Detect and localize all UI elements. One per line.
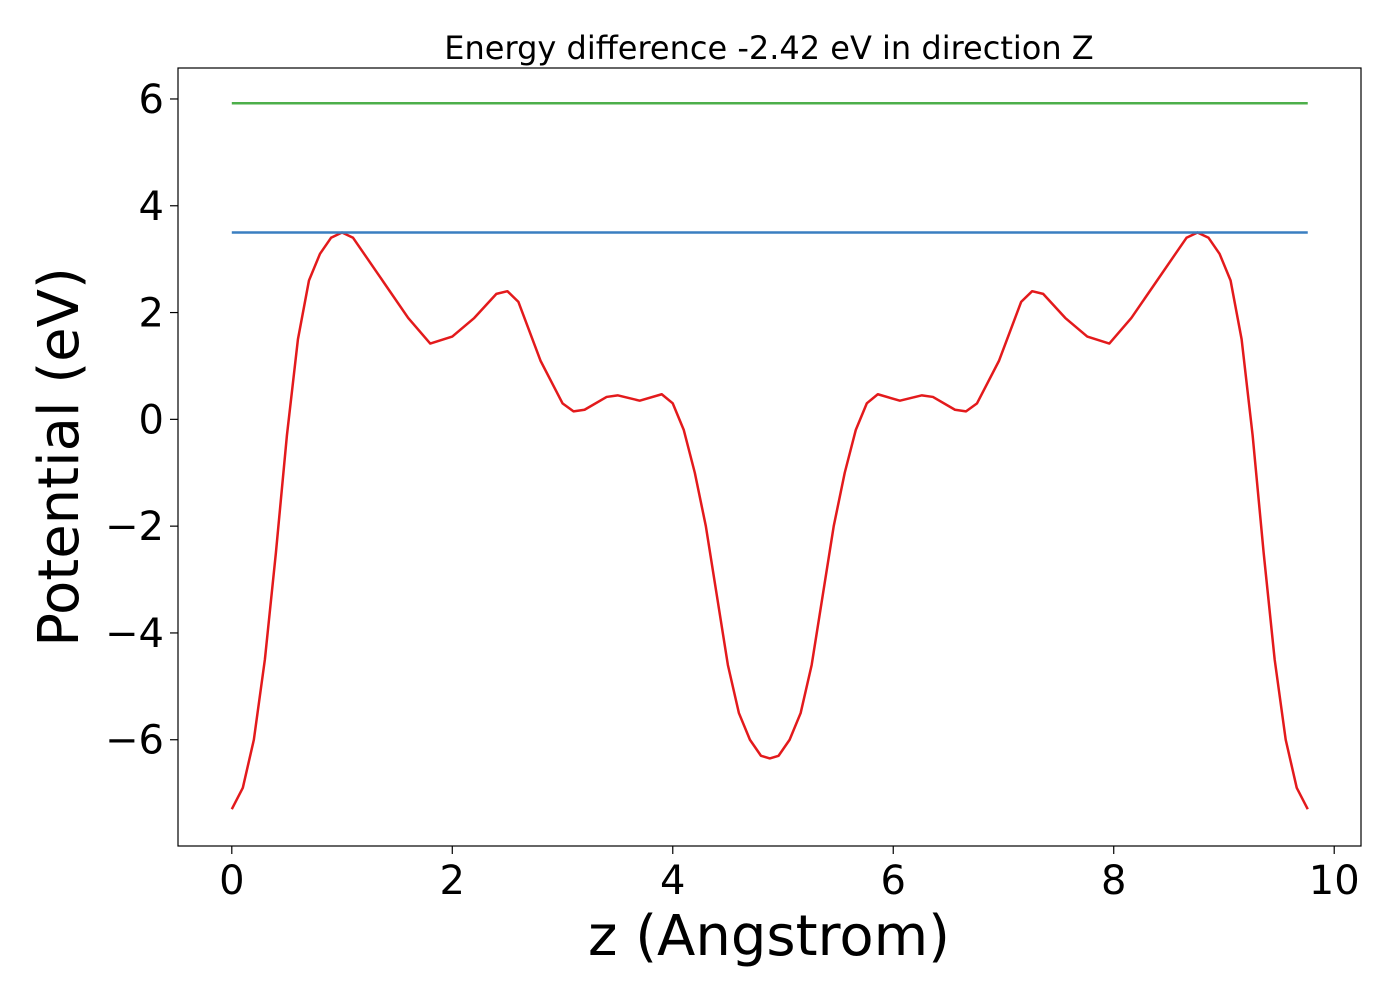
line-series: [230, 231, 1309, 810]
y-tick-label: 0: [139, 397, 164, 443]
x-tick-label: 10: [1309, 858, 1360, 904]
y-tick-label: −4: [105, 611, 164, 657]
y-tick-label: 4: [139, 184, 164, 230]
y-axis-label: Potential (eV): [27, 267, 92, 647]
x-tick-label: 2: [440, 858, 465, 904]
axes-frame: [177, 67, 1362, 847]
y-tick-label: 2: [139, 291, 164, 337]
y-tick-label: −2: [105, 504, 164, 550]
plot-area: [230, 101, 1309, 810]
x-tick-label: 6: [881, 858, 906, 904]
chart-title: Energy difference -2.42 eV in direction …: [444, 29, 1093, 67]
x-tick-label: 0: [219, 858, 244, 904]
x-axis-label: z (Angstrom): [588, 904, 950, 969]
y-tick-label: −6: [105, 718, 164, 764]
x-tick-label: 8: [1101, 858, 1126, 904]
y-tick-label: 6: [139, 77, 164, 123]
x-tick-label: 4: [660, 858, 685, 904]
